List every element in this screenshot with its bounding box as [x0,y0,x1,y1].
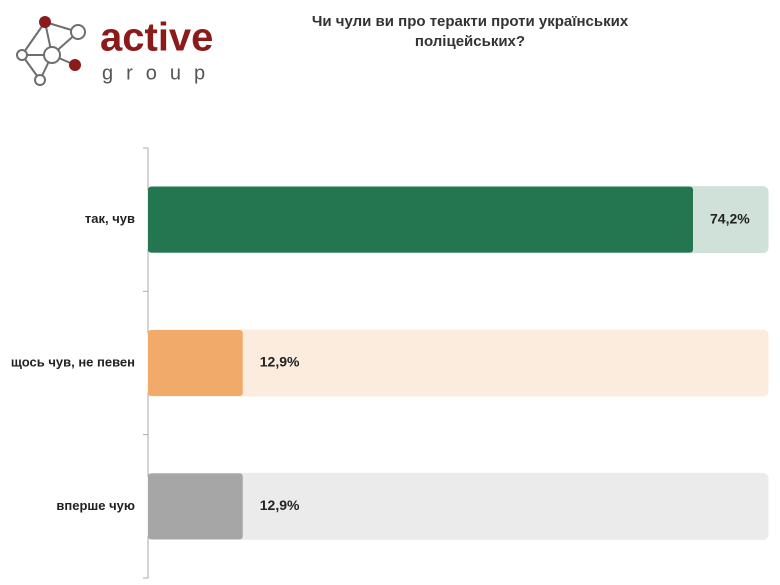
value-label: 12,9% [260,354,300,370]
y-tick-label: вперше чую [56,498,135,513]
y-tick-label: щось чув, не певен [11,354,135,369]
bar [148,473,243,540]
bar [148,186,693,253]
bar [148,330,243,396]
logo [16,16,86,86]
chart-title: Чи чули ви про теракти проти українських… [311,13,629,50]
logo-name: active [100,16,213,60]
y-tick-label: так, чув [85,211,135,226]
logo-tagline: group [102,62,218,84]
title-box: Чи чули ви про теракти проти українських… [311,13,629,50]
value-label: 12,9% [260,497,300,513]
value-label: 74,2% [710,210,750,226]
